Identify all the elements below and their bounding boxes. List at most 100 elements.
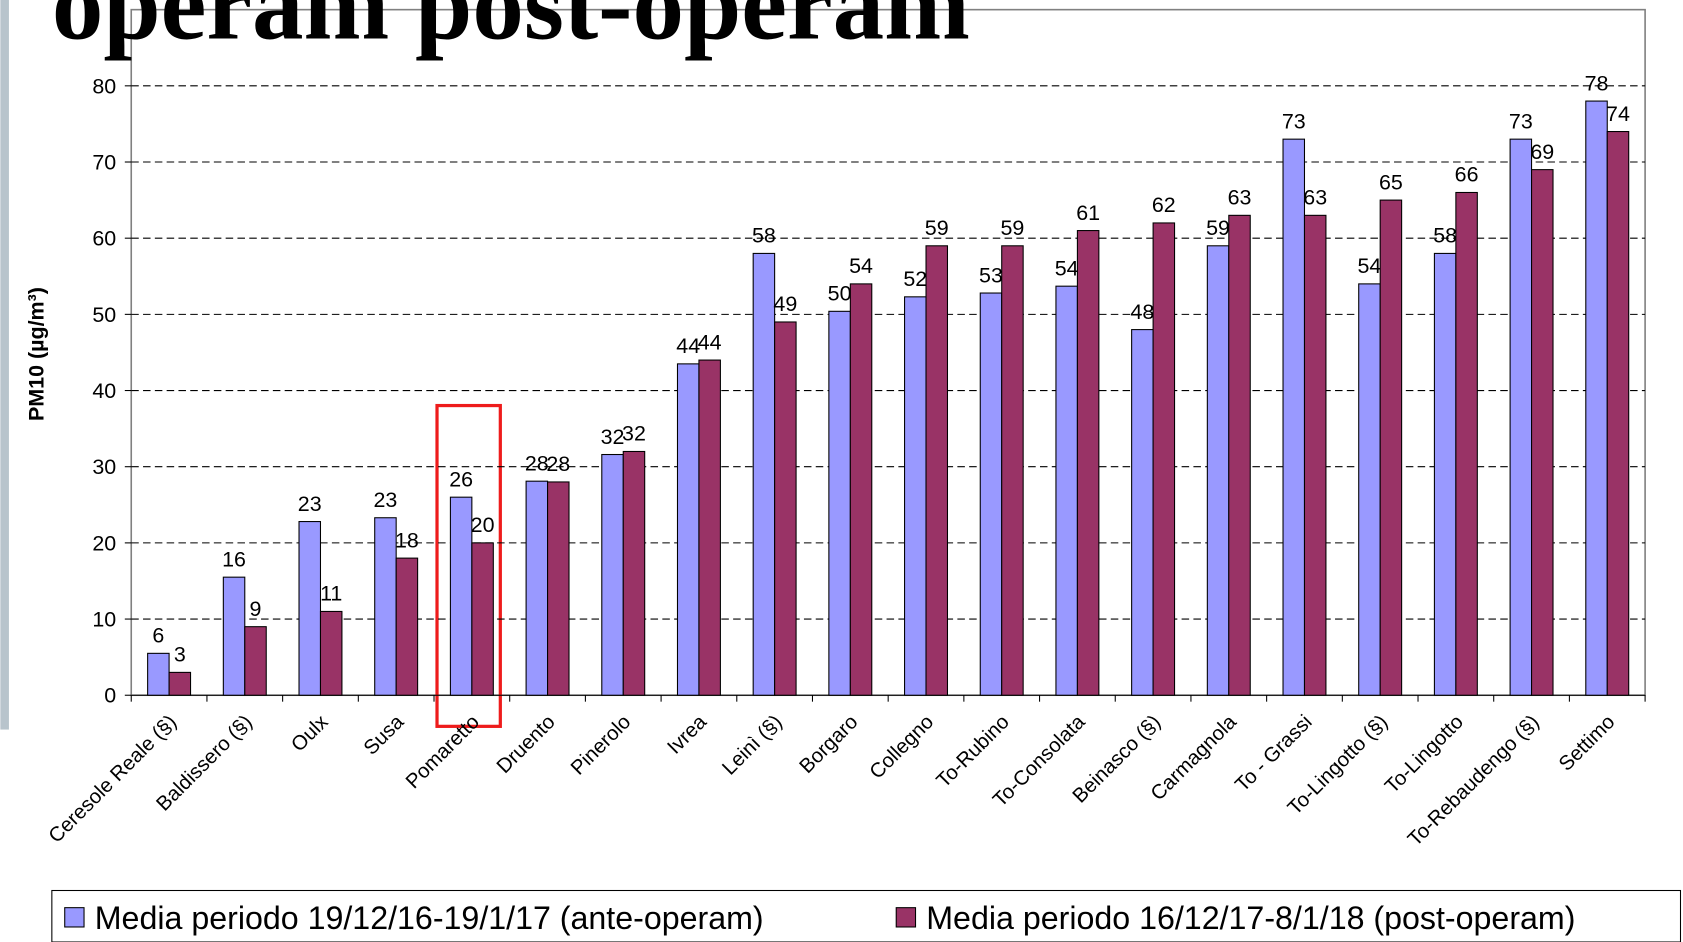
- bar: [298, 521, 322, 696]
- data-label: 52: [903, 267, 927, 291]
- bar: [1131, 329, 1154, 696]
- legend-label: Media periodo 19/12/16-19/1/17 (ante-ope…: [95, 900, 764, 936]
- y-tick-label: 0: [104, 684, 116, 708]
- data-label: 11: [320, 582, 342, 606]
- bar: [904, 296, 927, 696]
- bar: [1379, 199, 1403, 696]
- bar: [244, 626, 267, 696]
- data-label: 54: [1055, 256, 1079, 280]
- plot-frame: [130, 8, 1646, 697]
- bar: [979, 292, 1003, 696]
- data-label: 53: [979, 263, 1003, 287]
- y-tick-label: 20: [92, 531, 116, 555]
- bar: [752, 252, 776, 696]
- x-tick-label: To-Rebaudengo (§): [1404, 711, 1544, 851]
- data-label: 66: [1455, 163, 1479, 187]
- bar: [1433, 252, 1457, 696]
- x-tick-label: Oulx: [287, 711, 332, 756]
- data-label: 48: [1130, 300, 1154, 324]
- data-label: 62: [1152, 193, 1176, 217]
- legend-swatch: [64, 907, 85, 928]
- bar: [547, 481, 570, 696]
- legend-label: Media periodo 16/12/17-8/1/18 (post-oper…: [926, 900, 1575, 936]
- data-label: 58: [1433, 224, 1457, 248]
- data-label: 44: [698, 330, 722, 354]
- y-tick-label: 80: [92, 74, 116, 98]
- data-label: 18: [395, 528, 419, 552]
- data-label: 20: [471, 513, 495, 537]
- bar: [1001, 245, 1024, 696]
- bar: [1358, 283, 1381, 696]
- y-tick-label: 60: [92, 227, 116, 251]
- data-label: 69: [1530, 140, 1554, 164]
- chart-title: operam post-operam: [52, 0, 970, 62]
- x-tick-label: Leinì (§): [718, 711, 786, 779]
- bar: [319, 610, 343, 696]
- data-label: 26: [449, 467, 473, 491]
- bar: [1282, 138, 1306, 696]
- x-tick-label: Pomaretto: [402, 711, 484, 793]
- x-tick-label: Druento: [493, 711, 560, 778]
- bar: [774, 321, 797, 696]
- bar: [601, 453, 624, 696]
- data-label: 9: [250, 597, 262, 621]
- data-label: 44: [676, 334, 700, 358]
- data-label: 74: [1606, 102, 1630, 126]
- background-strip: [0, 0, 9, 730]
- bar: [449, 496, 473, 696]
- data-label: 23: [374, 488, 398, 512]
- bar: [676, 363, 700, 696]
- bar: [374, 517, 397, 696]
- data-label: 58: [752, 224, 776, 248]
- x-tick-label: To-Rubino: [933, 711, 1014, 792]
- data-label: 28: [525, 451, 549, 475]
- data-label: 54: [849, 254, 873, 278]
- x-tick-label: Settimo: [1555, 711, 1619, 775]
- bar: [1055, 285, 1078, 696]
- data-label: 65: [1379, 170, 1403, 194]
- x-tick-label: Pinerolo: [567, 711, 635, 779]
- bar: [1152, 222, 1176, 696]
- bar: [622, 450, 646, 696]
- y-tick-label: 30: [92, 455, 116, 479]
- data-label: 63: [1228, 186, 1252, 210]
- data-label: 59: [1001, 216, 1025, 240]
- bar: [1303, 214, 1327, 696]
- y-tick-label: 40: [92, 379, 116, 403]
- data-label: 61: [1076, 201, 1100, 225]
- legend: [51, 889, 1682, 942]
- bar: [925, 245, 949, 696]
- x-tick-label: Susa: [360, 711, 409, 760]
- legend-swatch: [895, 907, 917, 928]
- bar: [471, 542, 494, 696]
- data-label: 32: [601, 425, 625, 449]
- data-label: 78: [1585, 71, 1609, 95]
- bar: [1228, 214, 1251, 696]
- y-tick-label: 10: [92, 608, 116, 632]
- data-label: 59: [925, 216, 949, 240]
- bar: [168, 671, 192, 696]
- bar: [828, 310, 851, 696]
- data-label: 16: [222, 547, 246, 571]
- bar: [525, 480, 549, 696]
- x-tick-label: Ivrea: [663, 711, 711, 759]
- data-label: 73: [1509, 109, 1533, 133]
- bar: [849, 283, 873, 696]
- bar: [1076, 230, 1100, 696]
- data-label: 49: [773, 292, 797, 316]
- data-label: 28: [546, 452, 570, 476]
- data-label: 3: [174, 643, 186, 667]
- data-label: 73: [1282, 109, 1306, 133]
- data-label: 54: [1358, 254, 1382, 278]
- y-axis-label: PM10 (µg/m³): [24, 287, 48, 421]
- y-tick-label: 70: [92, 151, 116, 175]
- bar: [1531, 169, 1554, 696]
- bar: [395, 557, 419, 696]
- bar: [147, 652, 170, 696]
- x-tick-label: Collegno: [866, 711, 938, 783]
- bar: [1509, 138, 1533, 696]
- data-label: 23: [298, 492, 322, 516]
- bar: [1585, 100, 1608, 696]
